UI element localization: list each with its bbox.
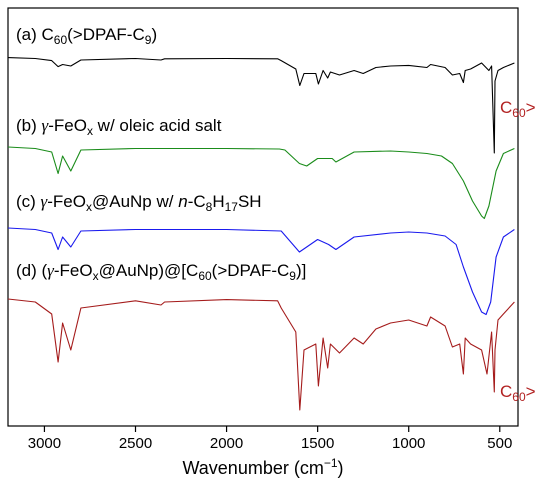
- series-line-a: [7, 57, 515, 154]
- x-tick-label-1000: 1000: [392, 435, 425, 452]
- series-line-d: [7, 298, 515, 411]
- series-line-c: [7, 227, 515, 316]
- x-tick-label-3000: 3000: [28, 435, 61, 452]
- plot-frame: [7, 7, 519, 427]
- annotation-c60-bottom: C60>: [500, 382, 536, 404]
- x-tick-label-2500: 2500: [119, 435, 152, 452]
- x-tick-label-1500: 1500: [301, 435, 334, 452]
- series-line-b: [7, 146, 515, 220]
- series-label-a: (a) C60(>DPAF-C9): [16, 25, 157, 47]
- series-label-d: (d) (γ-FeOx@AuNp)@[C60(>DPAF-C9)]: [16, 261, 306, 283]
- series-label-b: (b) γ-FeOx w/ oleic acid salt: [16, 116, 222, 138]
- annotation-c60-top: C60>: [500, 98, 536, 120]
- x-axis: 3000 2500 2000 1500 1000 500: [28, 426, 512, 452]
- x-axis-title: Wavenumber (cm−1): [182, 456, 343, 478]
- x-tick-label-500: 500: [487, 435, 512, 452]
- series-layer: [7, 57, 515, 411]
- series-label-c: (c) γ-FeOx@AuNp w/ n-C8H17SH: [16, 192, 262, 214]
- x-tick-label-2000: 2000: [210, 435, 243, 452]
